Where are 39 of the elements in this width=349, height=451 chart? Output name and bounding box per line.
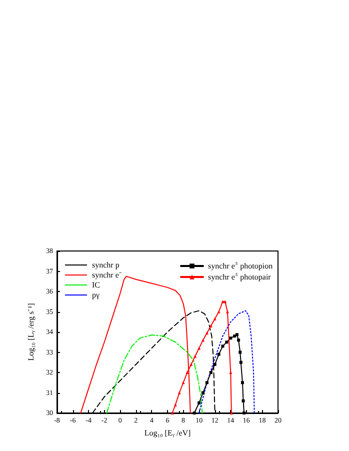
line-series [198,310,255,414]
point [205,381,208,384]
point [217,352,220,356]
point [213,317,216,320]
point [174,403,177,406]
point [190,362,193,366]
point [242,399,245,402]
point [198,401,201,404]
point [205,332,208,335]
x-axis-title: Log₁₀ [Eᵧ /eV] [144,428,192,438]
point [209,371,212,374]
point [240,381,244,384]
point [233,334,236,338]
point [170,412,174,414]
point [229,336,232,340]
point [237,338,240,342]
point [221,300,224,304]
point [239,360,242,364]
legend-label: pγ [92,290,100,300]
point [186,371,189,374]
point [235,333,238,336]
point [194,354,197,358]
point [229,371,232,374]
y-axis-title: Log₁₀ [Lᵧ /erg s⁻¹] [26,302,36,361]
legend-label: IC [92,280,100,290]
point [225,340,228,344]
legend-label: synchr e⁻ [92,270,122,280]
point [213,362,216,366]
point [182,381,185,384]
point [226,310,229,314]
point [238,350,242,354]
point [221,344,224,348]
point [217,310,220,314]
point [192,412,196,414]
legend-label: synchr p [92,260,120,270]
point [209,324,212,328]
point [178,391,181,394]
point [202,391,205,394]
point [202,338,205,342]
